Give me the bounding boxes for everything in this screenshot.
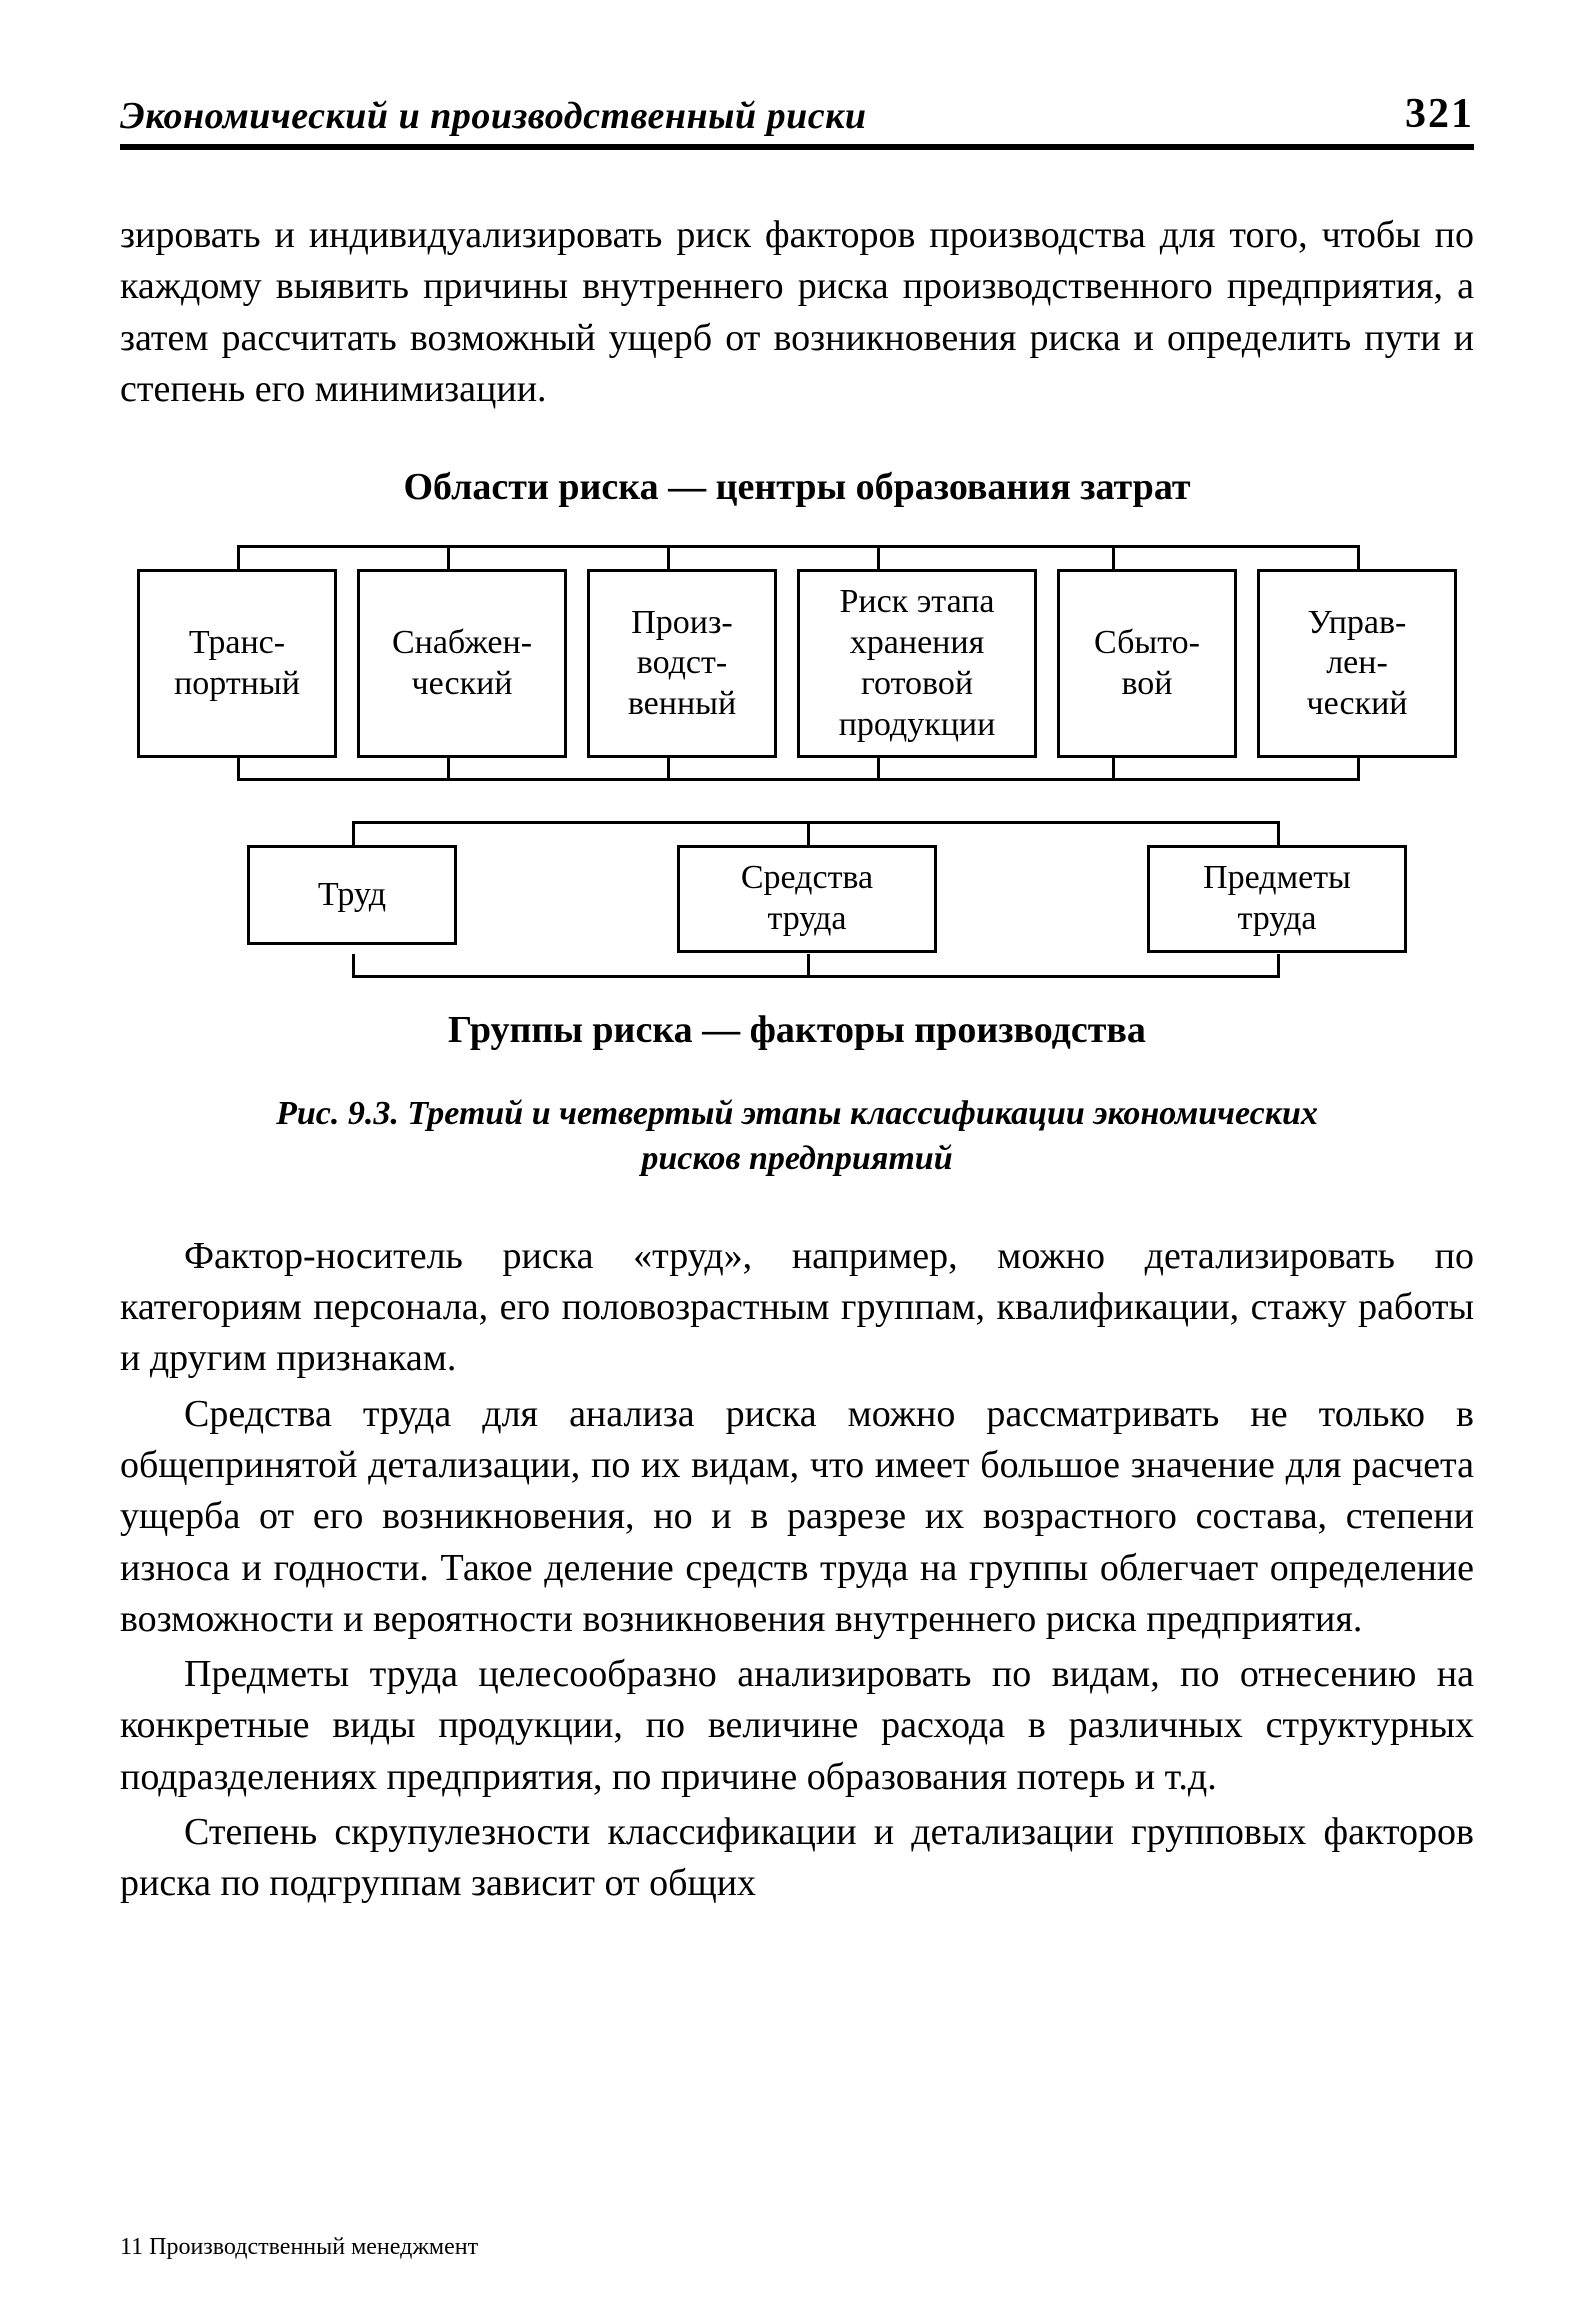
diagram-mid-bus xyxy=(137,755,1457,781)
risk-area-box: Риск этапа хранения готовой продукции xyxy=(797,569,1037,758)
page-number: 321 xyxy=(1405,90,1474,138)
footer-note: 11 Производственный менеджмент xyxy=(120,2234,478,2261)
risk-area-box: Сбыто- вой xyxy=(1057,569,1237,758)
risk-group-box: Предметы труда xyxy=(1147,845,1407,953)
diagram-bottom-bus-dn xyxy=(137,952,1457,978)
diagram-title-top: Области риска — центры образования затра… xyxy=(120,465,1474,509)
risk-group-box: Труд xyxy=(247,845,457,945)
risk-area-box: Управ- лен- ческий xyxy=(1257,569,1457,758)
paragraph: Фактор-носитель риска «труд», например, … xyxy=(120,1231,1474,1385)
running-title: Экономический и производственный риски xyxy=(120,94,867,138)
diagram-title-bottom: Группы риска — факторы производства xyxy=(120,1008,1474,1052)
diagram-bottom-row: Труд Средства труда Предметы труда xyxy=(137,845,1457,955)
figure-caption: Рис. 9.3. Третий и четвертый этапы класс… xyxy=(247,1092,1347,1180)
diagram-top-bus xyxy=(137,545,1457,569)
paragraph: Средства труда для анализа риска можно р… xyxy=(120,1389,1474,1645)
diagram-bottom-bus-up xyxy=(137,821,1457,845)
body-text-block-2: Фактор-носитель риска «труд», например, … xyxy=(120,1231,1474,1910)
risk-area-box: Произ- водст- венный xyxy=(587,569,777,758)
page: Экономический и производственный риски 3… xyxy=(0,0,1594,2311)
running-header: Экономический и производственный риски 3… xyxy=(120,90,1474,150)
paragraph: Степень скрупулезности классификации и д… xyxy=(120,1807,1474,1910)
diagram-top-row: Транс- портныйСнабжен- ческийПроиз- водс… xyxy=(137,569,1457,758)
risk-group-box: Средства труда xyxy=(677,845,937,953)
paragraph: Предметы труда целесообразно анализирова… xyxy=(120,1649,1474,1803)
paragraph: зировать и индивидуализировать риск факт… xyxy=(120,210,1474,415)
diagram: Транс- портныйСнабжен- ческийПроиз- водс… xyxy=(137,545,1457,978)
body-text-block-1: зировать и индивидуализировать риск факт… xyxy=(120,210,1474,415)
risk-area-box: Транс- портный xyxy=(137,569,337,758)
risk-area-box: Снабжен- ческий xyxy=(357,569,567,758)
